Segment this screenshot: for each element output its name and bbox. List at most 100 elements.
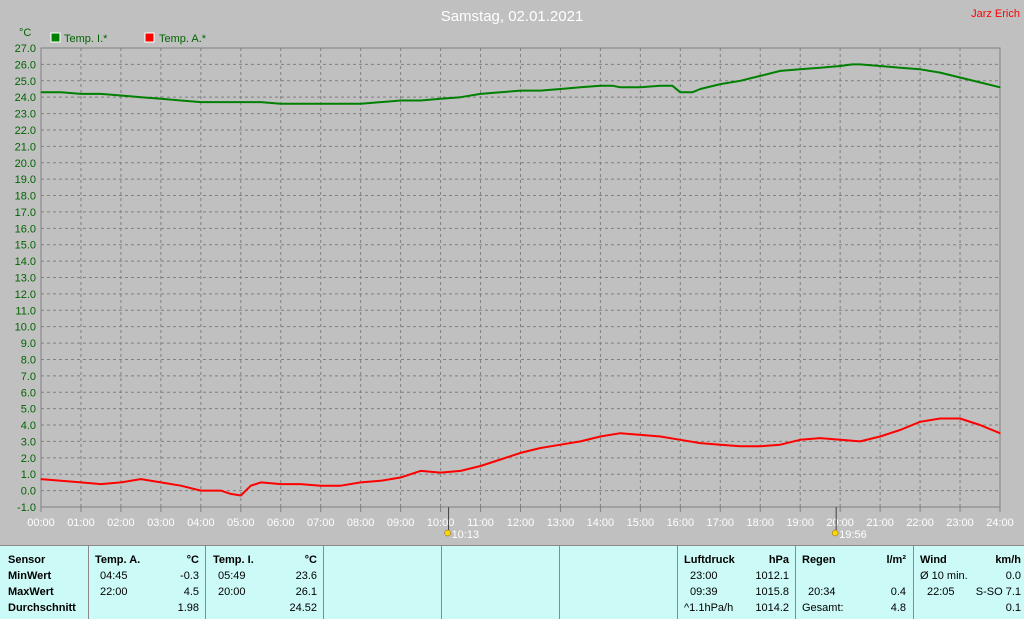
y-tick-label: 20.0 bbox=[15, 158, 36, 170]
data-point bbox=[200, 101, 202, 103]
pressure-header: Luftdruck bbox=[684, 554, 735, 566]
data-point bbox=[240, 494, 242, 497]
temp-i-header: Temp. I. bbox=[213, 554, 254, 566]
sensor-column: Sensor MinWert MaxWert Durchschnitt bbox=[0, 546, 89, 619]
data-point bbox=[799, 68, 801, 70]
data-point bbox=[380, 480, 382, 482]
data-point bbox=[479, 465, 482, 467]
data-point bbox=[671, 85, 673, 87]
x-tick-label: 06:00 bbox=[267, 517, 295, 529]
rain-max-value: 0.4 bbox=[890, 586, 906, 598]
data-point bbox=[679, 91, 681, 93]
wind-unit: km/h bbox=[995, 554, 1021, 566]
x-tick-label: 17:00 bbox=[707, 517, 735, 529]
y-unit-label: °C bbox=[19, 27, 31, 39]
data-point bbox=[280, 103, 282, 105]
rain-unit: l/m² bbox=[886, 554, 906, 566]
data-point bbox=[100, 93, 102, 95]
y-tick-label: 3.0 bbox=[21, 436, 36, 448]
x-tick-label: 04:00 bbox=[187, 517, 215, 529]
data-point bbox=[919, 421, 921, 423]
data-point bbox=[519, 90, 522, 92]
data-point bbox=[519, 452, 522, 454]
temp-i-max-value: 26.1 bbox=[295, 586, 317, 598]
x-tick-label: 03:00 bbox=[147, 517, 175, 529]
y-tick-label: 4.0 bbox=[21, 420, 36, 432]
min-label: MinWert bbox=[8, 570, 52, 582]
data-point bbox=[539, 447, 542, 449]
pressure-min-time: 23:00 bbox=[690, 570, 718, 582]
rain-header: Regen bbox=[802, 554, 836, 566]
wind-column: Wind km/h Ø 10 min. 0.0 22:05 S-SO 7.1 0… bbox=[914, 546, 1024, 619]
data-point bbox=[739, 445, 741, 447]
data-point bbox=[999, 432, 1001, 434]
data-point bbox=[599, 435, 602, 438]
data-point bbox=[919, 68, 921, 70]
temp-a-max-time: 22:00 bbox=[100, 586, 128, 598]
data-point bbox=[619, 432, 622, 434]
data-point bbox=[260, 101, 262, 103]
y-tick-label: 22.0 bbox=[15, 125, 36, 137]
data-point bbox=[320, 485, 322, 487]
temperature-chart: Samstag, 02.01.2021 Jarz Erich °C Temp. … bbox=[15, 8, 1020, 541]
wind-max-value: S-SO 7.1 bbox=[975, 586, 1021, 598]
temp-a-column: Temp. A. °C 04:45 -0.3 22:00 4.5 1.98 bbox=[89, 546, 206, 619]
data-point bbox=[300, 103, 302, 105]
legend-swatch-temp-i bbox=[50, 32, 61, 43]
temp-a-avg-value: 1.98 bbox=[177, 602, 199, 614]
data-point bbox=[611, 85, 614, 87]
avg-label: Durchschnitt bbox=[8, 602, 76, 614]
data-point bbox=[160, 481, 162, 483]
rain-total-label: Gesamt: bbox=[802, 602, 844, 614]
data-point bbox=[759, 445, 761, 447]
wind-header: Wind bbox=[920, 554, 947, 566]
data-point bbox=[220, 101, 222, 103]
data-point bbox=[340, 103, 342, 105]
temp-a-min-time: 04:45 bbox=[100, 570, 128, 582]
y-tick-label: 25.0 bbox=[15, 76, 36, 88]
pressure-min-value: 1012.1 bbox=[755, 570, 789, 582]
data-point bbox=[639, 86, 642, 88]
legend-swatch-temp-a bbox=[144, 32, 155, 43]
series-layer bbox=[40, 63, 1001, 497]
data-point bbox=[579, 440, 582, 442]
data-point bbox=[559, 88, 562, 90]
data-point bbox=[440, 98, 442, 100]
pressure-max-value: 1015.8 bbox=[755, 586, 789, 598]
temp-i-min-time: 05:49 bbox=[218, 570, 246, 582]
data-point bbox=[739, 80, 741, 82]
data-point bbox=[300, 483, 302, 485]
sunrise-icon bbox=[444, 529, 451, 537]
x-axis: 00:00 01:00 02:00 03:00 04:00 05:00 06:00 07:00… bbox=[27, 507, 1014, 529]
y-tick-label: 17.0 bbox=[15, 207, 36, 219]
x-tick-label: 08:00 bbox=[347, 517, 375, 529]
data-point bbox=[40, 91, 42, 93]
data-point bbox=[80, 93, 82, 95]
data-point bbox=[659, 435, 662, 438]
x-tick-label: 10:00 bbox=[427, 517, 455, 529]
legend-label-temp-a: Temp. A.* bbox=[159, 33, 207, 45]
x-tick-label: 24:00 bbox=[986, 517, 1014, 529]
x-tick-label: 15:00 bbox=[627, 517, 655, 529]
x-tick-label: 07:00 bbox=[307, 517, 335, 529]
pressure-column: Luftdruck hPa 23:00 1012.1 09:39 1015.8 … bbox=[678, 546, 796, 619]
pressure-max-time: 09:39 bbox=[690, 586, 718, 598]
data-point bbox=[979, 424, 981, 426]
x-tick-label: 05:00 bbox=[227, 517, 255, 529]
temp-a-min-value: -0.3 bbox=[180, 570, 199, 582]
data-point bbox=[879, 65, 881, 67]
data-point bbox=[499, 91, 502, 93]
y-axis: 27.0 26.0 25.0 24.0 23.0 22.0 21.0 20.0 19.0 18.0… bbox=[15, 43, 36, 514]
x-tick-label: 02:00 bbox=[107, 517, 135, 529]
rain-column: Regen l/m² 20:34 0.4 Gesamt: 4.8 bbox=[796, 546, 914, 619]
legend: Temp. I.* Temp. A.* bbox=[50, 32, 207, 45]
data-point bbox=[200, 490, 202, 492]
y-tick-label: 27.0 bbox=[15, 43, 36, 55]
data-point bbox=[599, 85, 602, 87]
data-point bbox=[479, 93, 482, 95]
data-point bbox=[759, 75, 761, 77]
data-point bbox=[440, 472, 442, 474]
y-tick-label: 12.0 bbox=[15, 289, 36, 301]
data-point bbox=[420, 99, 422, 102]
wind-avg-label: Ø 10 min. bbox=[920, 570, 968, 582]
